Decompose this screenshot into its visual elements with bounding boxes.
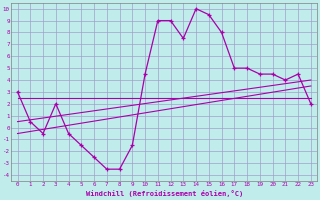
X-axis label: Windchill (Refroidissement éolien,°C): Windchill (Refroidissement éolien,°C) [85,190,243,197]
